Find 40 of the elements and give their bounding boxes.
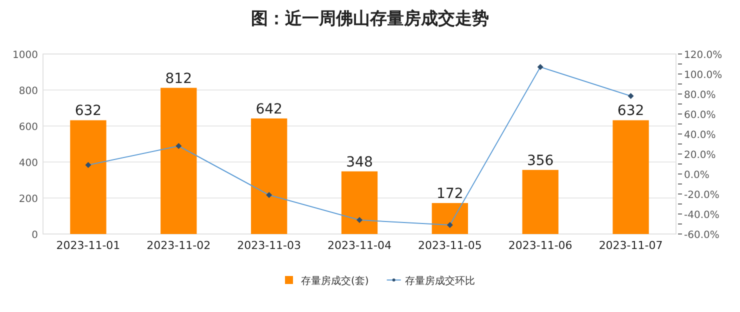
y2-tick-label: 20.0% bbox=[684, 150, 716, 161]
x-tick-label: 2023-11-02 bbox=[146, 239, 211, 252]
y-tick-label: 1000 bbox=[12, 50, 38, 61]
y2-tick-label: 60.0% bbox=[684, 110, 716, 121]
bar bbox=[250, 118, 288, 234]
y2-tick-label: 100.0% bbox=[684, 70, 722, 81]
bar bbox=[612, 120, 649, 234]
data-label: 632 bbox=[617, 103, 644, 120]
data-label: 356 bbox=[526, 152, 554, 169]
y-tick-label: 800 bbox=[18, 86, 38, 97]
bar bbox=[522, 170, 558, 234]
chart-title: 图：近一周佛山存量房成交走势 bbox=[251, 9, 489, 29]
y2-tick-label: -60.0% bbox=[684, 230, 720, 241]
bar bbox=[160, 88, 197, 234]
y2-tick-label: -20.0% bbox=[684, 190, 720, 201]
bar bbox=[70, 120, 106, 234]
y2-tick-label: 120.0% bbox=[684, 50, 722, 61]
y2-tick-label: 80.0% bbox=[684, 90, 716, 101]
x-tick-label: 2023-11-04 bbox=[328, 239, 392, 252]
x-tick-label: 2023-11-05 bbox=[418, 239, 482, 252]
y-tick-label: 200 bbox=[18, 194, 38, 205]
bar bbox=[341, 171, 378, 234]
y-tick-label: 400 bbox=[18, 158, 38, 169]
y-tick-label: 0 bbox=[32, 230, 38, 241]
x-tick-label: 2023-11-01 bbox=[56, 239, 120, 252]
legend-label: 存量房成交(套) bbox=[301, 275, 369, 287]
data-label: 172 bbox=[436, 186, 464, 202]
x-tick-label: 2023-11-03 bbox=[237, 239, 302, 252]
y2-tick-label: 40.0% bbox=[684, 130, 716, 141]
data-label: 812 bbox=[165, 70, 192, 87]
data-label: 348 bbox=[346, 154, 373, 170]
x-tick-label: 2023-11-07 bbox=[598, 239, 663, 252]
bar bbox=[432, 203, 468, 234]
x-tick-label: 2023-11-06 bbox=[508, 239, 572, 252]
y2-tick-label: 0.0% bbox=[684, 170, 710, 181]
data-label: 642 bbox=[256, 101, 282, 118]
y2-tick-label: -40.0% bbox=[684, 210, 720, 221]
y-tick-label: 600 bbox=[18, 122, 38, 133]
data-label: 632 bbox=[74, 103, 102, 120]
legend-label: 存量房成交环比 bbox=[404, 275, 475, 287]
